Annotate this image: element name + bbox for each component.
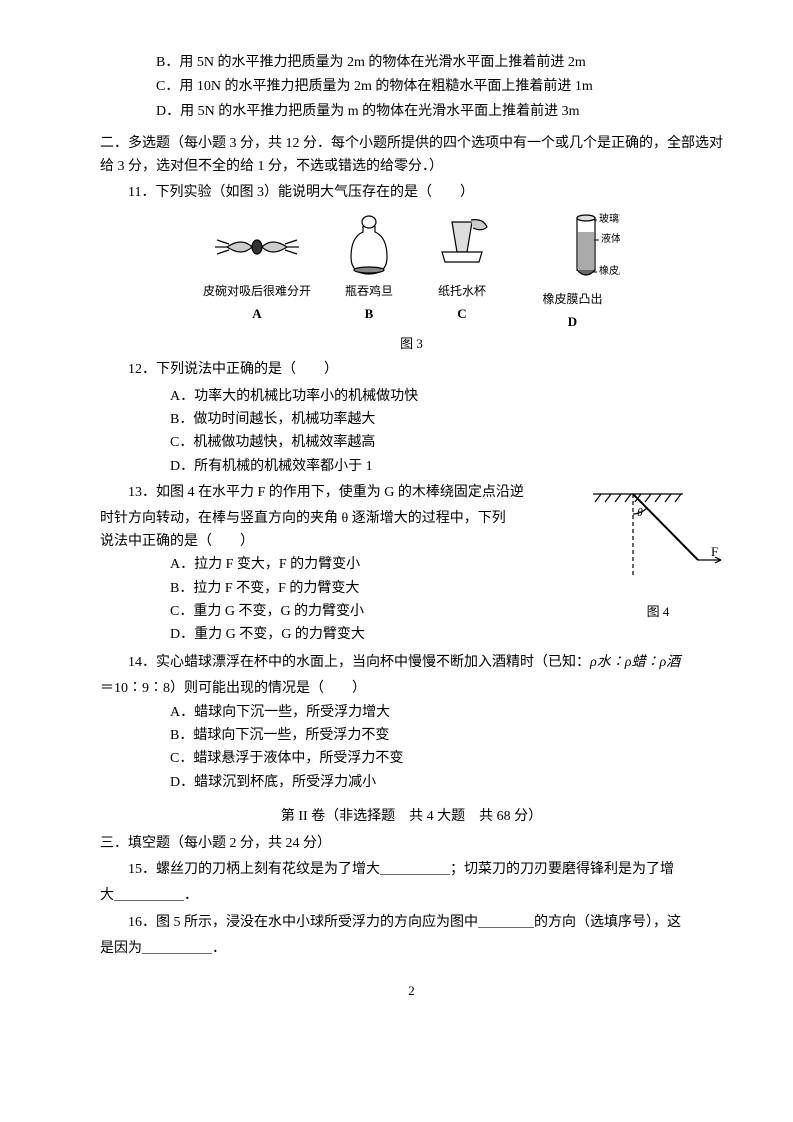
q12-c: C．机械做功越快，机械效率越高 bbox=[100, 432, 723, 454]
fig3-a-letter: A bbox=[252, 304, 261, 325]
q12-d: D．所有机械的机械效率都小于 1 bbox=[100, 456, 723, 478]
suction-cups-icon bbox=[207, 212, 307, 282]
fig3-d-caption: 橡皮膜凸出 bbox=[542, 290, 602, 309]
q16-line2: 是因为＿＿＿＿＿． bbox=[100, 938, 723, 960]
q12-b: B．做功时间越长，机械功率越大 bbox=[100, 409, 723, 431]
svg-text:θ: θ bbox=[637, 505, 643, 519]
fig3-item-d: 玻璃管 液体 橡皮膜 橡皮膜凸出 D bbox=[525, 212, 620, 332]
option-d: D．用 5N 的水平推力把质量为 m 的物体在光滑水平面上推着前进 3m bbox=[100, 101, 723, 123]
tube-membrane-icon: 玻璃管 液体 橡皮膜 bbox=[525, 212, 620, 290]
label-liquid: 液体 bbox=[601, 232, 620, 245]
section2-heading: 二．多选题（每小题 3 分，共 12 分．每个小题所提供的四个选项中有一个或几个… bbox=[100, 133, 723, 178]
fig3-item-a: 皮碗对吸后很难分开 A bbox=[203, 212, 311, 332]
fig3-d-letter: D bbox=[568, 312, 577, 333]
q15-line2: 大＿＿＿＿＿． bbox=[100, 885, 723, 907]
part2-heading: 第 II 卷（非选择题 共 4 大题 共 68 分） bbox=[100, 806, 723, 828]
paper-cup-icon bbox=[427, 212, 497, 282]
lever-diagram-icon: θ F bbox=[593, 482, 723, 592]
q14-stem1a: 14．实心蜡球漂浮在杯中的水面上，当向杯中慢慢不断加入酒精时（已知： bbox=[128, 655, 590, 670]
figure-3-items: 皮碗对吸后很难分开 A 瓶吞鸡旦 B bbox=[203, 212, 620, 332]
q13-d: D．重力 G 不变，G 的力臂变大 bbox=[100, 624, 723, 646]
figure-4-caption: 图 4 bbox=[593, 602, 723, 623]
option-b: B．用 5N 的水平推力把质量为 2m 的物体在光滑水平面上推着前进 2m bbox=[100, 52, 723, 74]
label-glass: 玻璃管 bbox=[599, 212, 620, 225]
q14-b: B．蜡球向下沉一些，所受浮力不变 bbox=[100, 725, 723, 747]
fig3-item-c: 纸托水杯 C bbox=[427, 212, 497, 332]
fig3-a-caption: 皮碗对吸后很难分开 bbox=[203, 282, 311, 301]
section3-heading: 三．填空题（每小题 2 分，共 24 分） bbox=[100, 833, 723, 855]
q14-stem2: ＝10∶9∶8）则可能出现的情况是（ ） bbox=[100, 678, 723, 700]
fig3-c-letter: C bbox=[457, 304, 466, 325]
figure-3-caption: 图 3 bbox=[203, 334, 620, 355]
q14-a: A．蜡球向下沉一些，所受浮力增大 bbox=[100, 702, 723, 724]
q12-stem: 12．下列说法中正确的是（ ） bbox=[128, 359, 723, 381]
q12-a: A．功率大的机械比功率小的机械做功快 bbox=[100, 386, 723, 408]
q15-line1: 15．螺丝刀的刀柄上刻有花纹是为了增大＿＿＿＿＿；切菜刀的刀刃要磨得锋利是为了增 bbox=[128, 859, 723, 881]
q14-c: C．蜡球悬浮于液体中，所受浮力不变 bbox=[100, 748, 723, 770]
svg-text:F: F bbox=[711, 544, 718, 559]
q14-ratio-symbols: ρ水∶ρ蜡∶ρ酒 bbox=[590, 655, 680, 670]
label-membrane: 橡皮膜 bbox=[599, 264, 620, 277]
q14-d: D．蜡球沉到杯底，所受浮力减小 bbox=[100, 772, 723, 794]
fig3-b-letter: B bbox=[365, 304, 374, 325]
page-number: 2 bbox=[100, 981, 723, 1002]
figure-3: 皮碗对吸后很难分开 A 瓶吞鸡旦 B bbox=[100, 212, 723, 355]
fig3-item-b: 瓶吞鸡旦 B bbox=[339, 212, 399, 332]
fig3-c-caption: 纸托水杯 bbox=[438, 282, 486, 301]
q14-stem1: 14．实心蜡球漂浮在杯中的水面上，当向杯中慢慢不断加入酒精时（已知：ρ水∶ρ蜡∶… bbox=[128, 652, 723, 674]
q11-stem: 11．下列实验（如图 3）能说明大气压存在的是（ ） bbox=[128, 182, 723, 204]
option-c: C．用 10N 的水平推力把质量为 2m 的物体在粗糙水平面上推着前进 1m bbox=[100, 76, 723, 98]
q16-line1: 16．图 5 所示，浸没在水中小球所受浮力的方向应为图中＿＿＿＿的方向（选填序号… bbox=[128, 912, 723, 934]
bottle-egg-icon bbox=[339, 212, 399, 282]
fig3-b-caption: 瓶吞鸡旦 bbox=[345, 282, 393, 301]
figure-4: θ F 图 4 bbox=[593, 482, 723, 623]
